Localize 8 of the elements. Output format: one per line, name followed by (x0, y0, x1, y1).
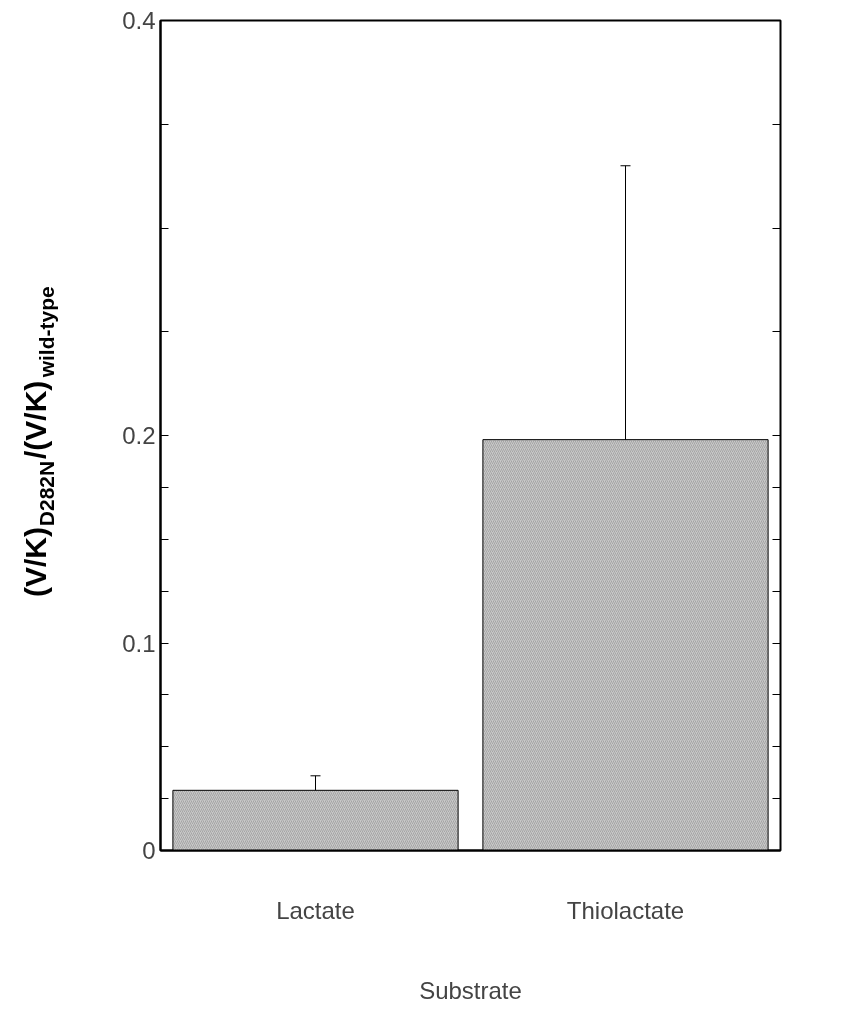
y-axis-title: (V/K)D282N/(V/K)wild-type (19, 286, 58, 597)
x-axis-title: Substrate (419, 976, 522, 1004)
x-tick-label: Lactate (276, 896, 355, 924)
y-tick-label: 0.1 (122, 629, 156, 657)
y-tick-label: 0.4 (122, 7, 156, 34)
y-tick-label: 0.2 (122, 422, 156, 449)
x-tick-label: Thiolactate (566, 896, 685, 924)
y-tick-label: 0 (142, 837, 156, 864)
